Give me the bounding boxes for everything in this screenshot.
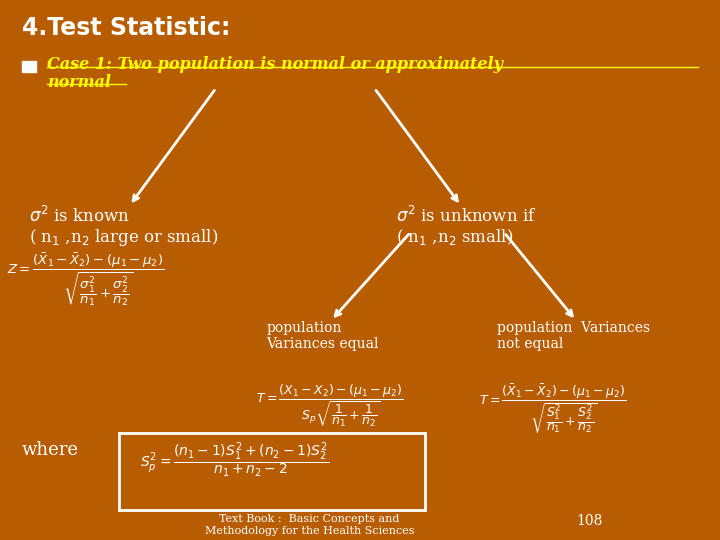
Text: ( n$_1$ ,n$_2$ large or small): ( n$_1$ ,n$_2$ large or small) (29, 227, 218, 248)
Text: Text Book :  Basic Concepts and
Methodology for the Health Sciences: Text Book : Basic Concepts and Methodolo… (205, 514, 414, 536)
Text: $\sigma^2$ is unknown if: $\sigma^2$ is unknown if (396, 206, 536, 226)
Text: normal: normal (47, 74, 111, 91)
Text: 4.Test Statistic:: 4.Test Statistic: (22, 16, 230, 40)
Text: $S_p^2 = \dfrac{(n_1 - 1)S_1^2 + (n_2 - 1)S_2^2}{n_1 + n_2 - 2}$: $S_p^2 = \dfrac{(n_1 - 1)S_1^2 + (n_2 - … (140, 441, 330, 480)
Text: Case 1: Two population is normal or approximately: Case 1: Two population is normal or appr… (47, 56, 503, 73)
Text: ( n$_1$ ,n$_2$ small): ( n$_1$ ,n$_2$ small) (396, 227, 513, 247)
Text: 108: 108 (576, 514, 603, 528)
Text: population
Variances equal: population Variances equal (266, 321, 379, 350)
Text: $T = \dfrac{(X_1 - X_2) - (\mu_1 - \mu_2)}{S_p\sqrt{\dfrac{1}{n_1} + \dfrac{1}{n: $T = \dfrac{(X_1 - X_2) - (\mu_1 - \mu_2… (256, 382, 402, 429)
Text: $\sigma^2$ is known: $\sigma^2$ is known (29, 206, 130, 226)
Text: $Z = \dfrac{(\bar{X}_1 - \bar{X}_2) - (\mu_1 - \mu_2)}{\sqrt{\dfrac{\sigma_1^2}{: $Z = \dfrac{(\bar{X}_1 - \bar{X}_2) - (\… (7, 251, 165, 307)
Text: where: where (22, 441, 78, 458)
Text: $T = \dfrac{(\bar{X}_1 - \bar{X}_2) - (\mu_1 - \mu_2)}{\sqrt{\dfrac{S_1^2}{n_1} : $T = \dfrac{(\bar{X}_1 - \bar{X}_2) - (\… (479, 382, 626, 435)
Bar (22, 62, 36, 72)
Text: population  Variances
not equal: population Variances not equal (497, 321, 650, 350)
Bar (119, 433, 425, 510)
